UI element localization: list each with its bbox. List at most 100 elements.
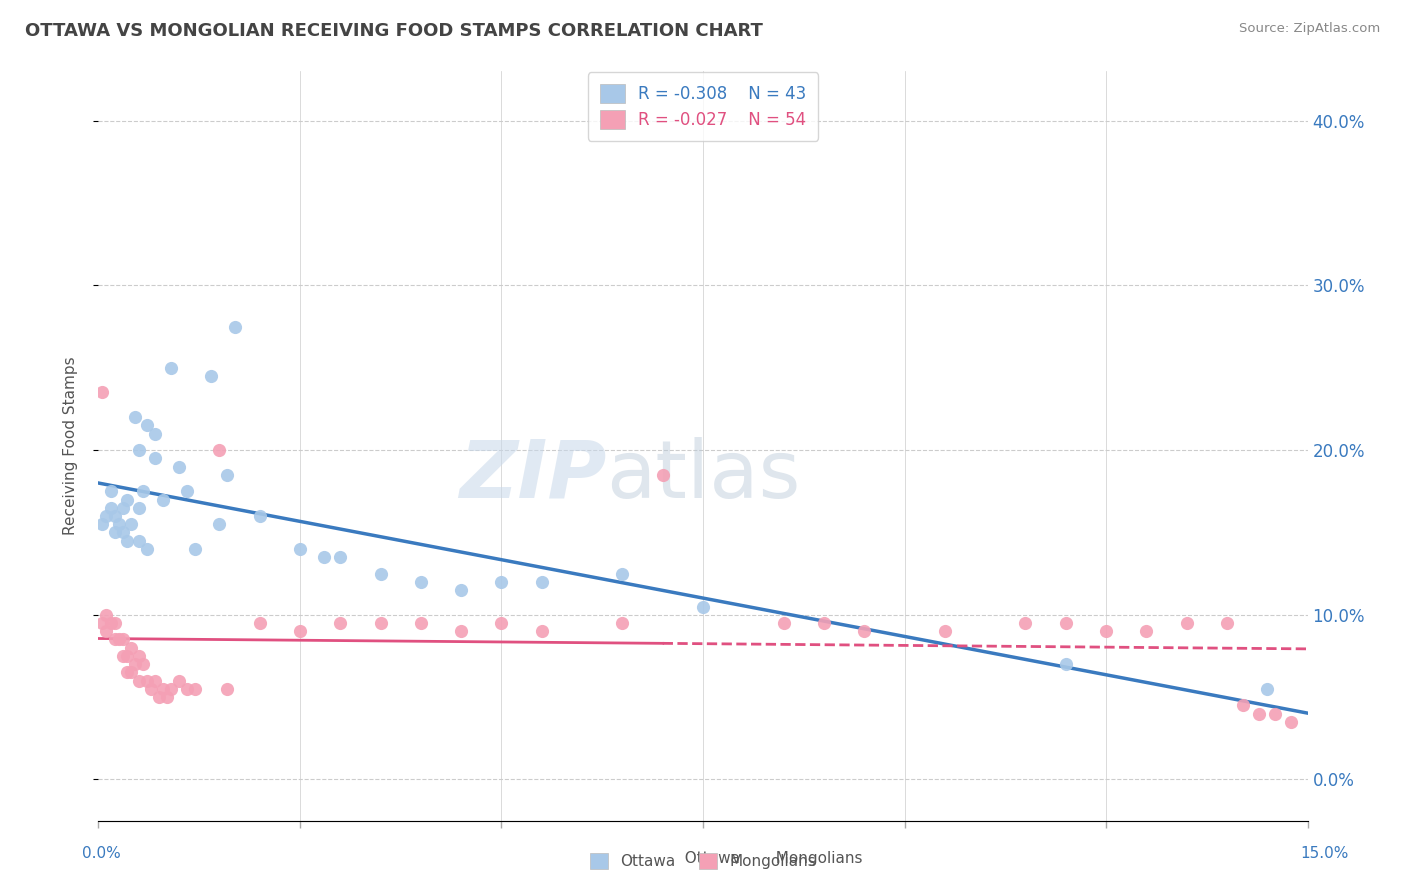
Point (1135, 624, 1157, 639)
Point (96, 508, 118, 523)
Point (143, 451, 166, 466)
Point (184, 681, 207, 696)
Point (853, 624, 876, 639)
Point (139, 681, 162, 696)
Point (491, 615, 513, 630)
Point (329, 615, 352, 630)
Point (128, 443, 150, 458)
Point (224, 319, 246, 334)
Point (1054, 615, 1077, 630)
Point (111, 525, 134, 540)
Y-axis label: Receiving Food Stamps: Receiving Food Stamps (63, 357, 77, 535)
Point (208, 517, 231, 532)
Point (128, 673, 150, 688)
Point (124, 410, 146, 425)
Point (132, 657, 155, 672)
Point (1014, 615, 1036, 630)
Point (135, 418, 157, 433)
Text: 0.0%: 0.0% (82, 847, 121, 861)
Point (91, 385, 114, 400)
Point (167, 459, 190, 474)
Point (111, 648, 134, 663)
Point (370, 566, 392, 581)
Point (160, 681, 183, 696)
Text: ZIP: ZIP (458, 437, 606, 515)
Point (132, 484, 155, 499)
Point (176, 681, 198, 696)
Point (115, 648, 138, 663)
Point (370, 615, 392, 630)
Text: OTTAWA VS MONGOLIAN RECEIVING FOOD STAMPS CORRELATION CHART: OTTAWA VS MONGOLIAN RECEIVING FOOD STAMP… (25, 22, 763, 40)
Point (612, 615, 634, 630)
Text: Ottawa: Ottawa (675, 851, 740, 865)
Point (409, 574, 432, 589)
Point (1264, 706, 1286, 721)
Point (103, 632, 125, 647)
Point (103, 525, 125, 540)
Point (115, 533, 138, 548)
Point (120, 640, 142, 655)
Point (184, 541, 207, 556)
Point (120, 517, 142, 532)
Point (156, 690, 179, 705)
Point (530, 574, 553, 589)
Point (103, 508, 125, 523)
Point (96, 607, 118, 622)
Point (208, 443, 231, 458)
Point (91, 517, 114, 532)
Point (91, 615, 114, 630)
Point (107, 517, 129, 532)
Point (772, 615, 794, 630)
Point (1281, 714, 1303, 729)
Text: 15.0%: 15.0% (1301, 847, 1348, 861)
Point (120, 665, 142, 680)
Point (409, 615, 432, 630)
Point (612, 566, 634, 581)
Text: Source: ZipAtlas.com: Source: ZipAtlas.com (1240, 22, 1381, 36)
Point (100, 484, 122, 499)
Point (329, 550, 352, 565)
Point (450, 583, 472, 598)
Point (1232, 698, 1254, 713)
Point (288, 624, 311, 639)
Point (135, 673, 157, 688)
Point (135, 541, 157, 556)
Point (152, 492, 174, 507)
Point (128, 500, 150, 515)
Legend: Ottawa, Mongolians: Ottawa, Mongolians (583, 847, 823, 875)
Point (450, 624, 472, 639)
Point (160, 360, 183, 375)
Point (314, 550, 336, 565)
Point (651, 467, 673, 482)
Point (115, 665, 138, 680)
Point (100, 500, 122, 515)
Point (100, 615, 122, 630)
Point (124, 657, 146, 672)
Point (249, 508, 271, 523)
Point (1216, 615, 1239, 630)
Point (152, 681, 174, 696)
Point (934, 624, 956, 639)
Point (288, 541, 311, 556)
Point (115, 492, 138, 507)
Point (217, 681, 239, 696)
Point (1256, 681, 1278, 696)
Point (1095, 624, 1118, 639)
Point (128, 533, 150, 548)
Point (107, 632, 129, 647)
Point (692, 599, 714, 614)
Point (249, 615, 271, 630)
Point (491, 574, 513, 589)
Point (148, 690, 170, 705)
Point (103, 615, 125, 630)
Point (200, 369, 222, 384)
Point (128, 648, 150, 663)
Point (111, 632, 134, 647)
Point (143, 673, 166, 688)
Point (176, 484, 198, 499)
Text: atlas: atlas (606, 437, 800, 515)
Point (1249, 706, 1271, 721)
Text: Mongolians: Mongolians (766, 851, 863, 865)
Point (1175, 615, 1198, 630)
Point (96, 624, 118, 639)
